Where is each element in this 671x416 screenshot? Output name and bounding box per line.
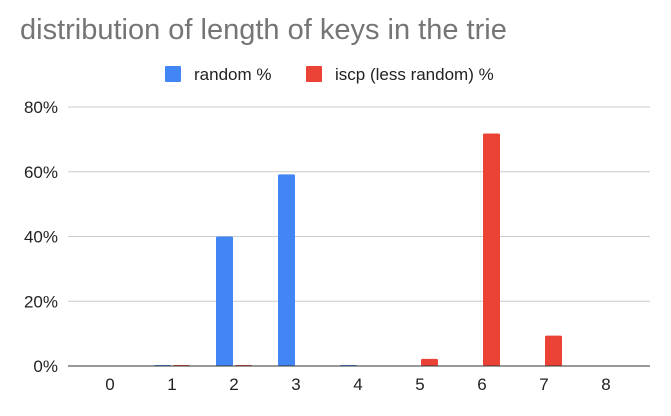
- y-tick-label: 80%: [24, 98, 58, 117]
- y-tick-label: 40%: [24, 228, 58, 247]
- y-tick-label: 20%: [24, 292, 58, 311]
- legend-swatch: [306, 66, 322, 82]
- x-tick-label: 5: [415, 375, 424, 394]
- axis-layer: 0% 20% 40% 60% 80% 0 1 2 3 4 5 6 7 8: [24, 98, 650, 394]
- legend: random % iscp (less random) %: [165, 65, 494, 84]
- x-tick-label: 2: [229, 375, 238, 394]
- x-tick-label: 6: [477, 375, 486, 394]
- y-tick-label: 60%: [24, 163, 58, 182]
- legend-swatch: [165, 66, 181, 82]
- legend-label: iscp (less random) %: [335, 65, 494, 84]
- x-tick-label: 0: [105, 375, 114, 394]
- bar-layer: [154, 133, 562, 366]
- x-tick-label: 1: [167, 375, 176, 394]
- legend-label: random %: [194, 65, 271, 84]
- x-tick-label: 8: [601, 375, 610, 394]
- bar-random-2: [216, 236, 233, 366]
- x-tick-label: 7: [539, 375, 548, 394]
- bar-random-3: [278, 174, 295, 366]
- x-tick-label: 4: [353, 375, 362, 394]
- x-tick-label: 3: [291, 375, 300, 394]
- grid-layer: [68, 106, 650, 302]
- chart-title: distribution of length of keys in the tr…: [20, 14, 507, 46]
- bar-iscp-6: [483, 133, 500, 366]
- bar-iscp-7: [545, 335, 562, 366]
- bar-iscp-5: [421, 358, 438, 366]
- y-tick-label: 0%: [33, 357, 58, 376]
